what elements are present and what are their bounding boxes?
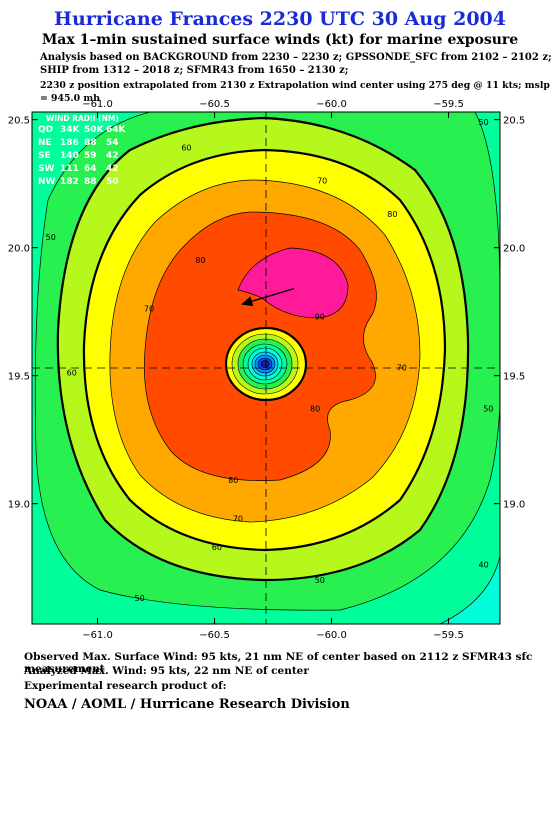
contour-label: 50: [135, 594, 145, 603]
wind-radii-cell: 88: [84, 177, 97, 187]
wind-radii-cell: NW: [38, 177, 56, 187]
chart-title: Hurricane Frances 2230 UTC 30 Aug 2004: [54, 8, 506, 30]
y-tick-label-left: 19.5: [8, 372, 30, 383]
y-tick-label-right: 19.0: [503, 500, 525, 511]
wind-radii-column: 34K: [60, 125, 81, 135]
contour-lines: [34, 112, 500, 611]
wind-radii-cell: 59: [84, 151, 97, 161]
axis-ticks: −61.0 −61.0 −60.5 −60.5 −60.0 −60.0 −59.5 −59.5…: [8, 99, 526, 640]
wind-radii-cell: 54: [106, 138, 119, 148]
wind-radii-cell: 111: [60, 164, 79, 174]
wind-radii-cell: 64: [84, 164, 97, 174]
x-tick-label-top: −61.0: [82, 99, 113, 110]
contour-label: 70: [144, 305, 154, 314]
wind-radii-cell: SW: [38, 164, 54, 174]
wind-radii-cell: SE: [38, 151, 51, 161]
x-tick-label-bottom: −61.0: [82, 630, 113, 640]
wind-radii-header: WIND RADII (NM): [46, 114, 119, 123]
contour-label: 50: [479, 118, 489, 127]
wind-radii-cell: 42: [106, 164, 119, 174]
credit-line: NOAA / AOML / Hurricane Research Divisio…: [24, 697, 350, 712]
contour-label: 70: [397, 364, 407, 373]
wind-radii-cell: 50: [106, 177, 119, 187]
analyzed-max-wind: Analyzed Max. Wind: 95 kts, 22 nm NE of …: [24, 665, 309, 677]
x-tick-label-top: −59.5: [433, 99, 464, 110]
contour-label: 50: [483, 405, 493, 414]
y-tick-label-left: 19.0: [8, 500, 30, 511]
contour-label: 60: [181, 143, 191, 152]
wind-radii-column: 64K: [106, 125, 127, 135]
motion-arrow: [240, 287, 295, 307]
contour-label: 90: [315, 312, 325, 321]
contour-label: 80: [310, 405, 320, 414]
contour-label: 80: [195, 256, 205, 265]
y-tick-label-right: 20.0: [503, 244, 525, 255]
wind-radii-cell: NE: [38, 138, 52, 148]
contour-label: 50: [46, 233, 56, 242]
chart-subtitle: Max 1–min sustained surface winds (kt) f…: [41, 32, 519, 48]
experimental-note: Experimental research product of:: [24, 680, 227, 692]
contour-label: 60: [212, 543, 222, 552]
observed-max-wind: Observed Max. Surface Wind: 95 kts, 21 n…: [24, 651, 533, 675]
y-tick-label-left: 20.0: [8, 244, 30, 255]
contour-labels: 60 50 70 80 50 80 70 90 70 60 50 80 80 70 60 50 40 50: [46, 118, 494, 603]
wind-field-chart: 60 50 70 80 50 80 70 90 70 60 50 80 80 70 60 50 40 50 −61…: [8, 99, 526, 640]
position-note: 2230 z position extrapolated from 2130 z…: [40, 80, 550, 104]
x-tick-label-bottom: −60.5: [199, 630, 230, 640]
contour-label: 80: [228, 476, 238, 485]
wind-radii-cell: 140: [60, 151, 79, 161]
eyewall-rings: [225, 327, 307, 401]
x-tick-label-top: −60.5: [199, 99, 230, 110]
analysis-sources-line-2: SHIP from 1312 – 2018 z; SFMR43 from 165…: [40, 65, 349, 76]
wind-radii-table: WIND RADII (NM) QD 34K 50K 64K NE 186 88 54 SE 140…: [38, 114, 127, 187]
contour-label: 60: [67, 369, 77, 378]
contour-label: 70: [317, 177, 327, 186]
wind-radii-cell: 182: [60, 177, 79, 187]
contour-label: 70: [233, 515, 243, 524]
y-tick-label-right: 20.5: [503, 116, 525, 127]
contour-label: 80: [387, 210, 397, 219]
x-tick-label-bottom: −59.5: [433, 630, 464, 640]
wind-radii-cell: 186: [60, 138, 79, 148]
wind-radii-column: 50K: [84, 125, 105, 135]
band-40-edge: [439, 555, 500, 624]
x-tick-label-top: −60.0: [316, 99, 347, 110]
wind-radii-column: QD: [38, 125, 53, 135]
y-tick-label-left: 20.5: [8, 116, 30, 127]
contour-label: 50: [315, 576, 325, 585]
x-tick-label-bottom: −60.0: [316, 630, 347, 640]
analysis-sources-line-1: Analysis based on BACKGROUND from 2230 –…: [40, 52, 552, 63]
plot-frame: [31, 111, 501, 625]
contour-label: 40: [479, 561, 489, 570]
wind-radii-cell: 88: [84, 138, 97, 148]
wind-radii-cell: 42: [106, 151, 119, 161]
y-tick-label-right: 19.5: [503, 372, 525, 383]
